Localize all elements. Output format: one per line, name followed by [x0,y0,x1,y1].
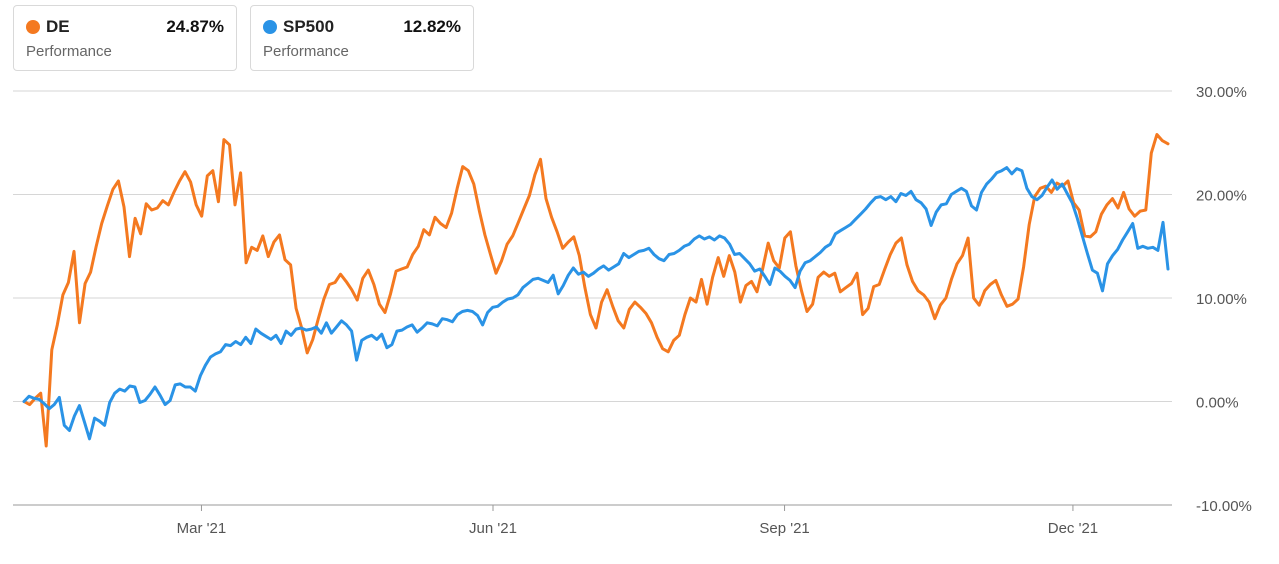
x-tick-label: Sep '21 [759,520,809,537]
x-tick-label: Dec '21 [1048,520,1098,537]
series-line-sp500 [22,166,1170,441]
y-tick-label: 20.00% [1196,188,1247,205]
y-tick-label: -10.00% [1196,498,1252,515]
legend-name-sp500: SP500 [283,17,335,36]
legend-dot-sp500 [263,20,277,34]
y-tick-label: 30.00% [1196,84,1247,101]
y-tick-label: 0.00% [1196,395,1239,412]
legend-name-de: DE [46,17,70,36]
legend-card-de[interactable]: DE 24.87% Performance [13,5,237,71]
x-tick-label: Mar '21 [177,520,227,537]
legend-value-sp500: 12.82% [403,17,461,36]
legend-sub-de: Performance [26,43,112,60]
legend-dot-de [26,20,40,34]
legend-value-de: 24.87% [166,17,224,36]
legend-sub-sp500: Performance [263,43,349,60]
x-tick-label: Jun '21 [469,520,517,537]
legend-card-sp500[interactable]: SP500 12.82% Performance [250,5,474,71]
series-line-de [22,133,1170,448]
y-tick-label: 10.00% [1196,291,1247,308]
